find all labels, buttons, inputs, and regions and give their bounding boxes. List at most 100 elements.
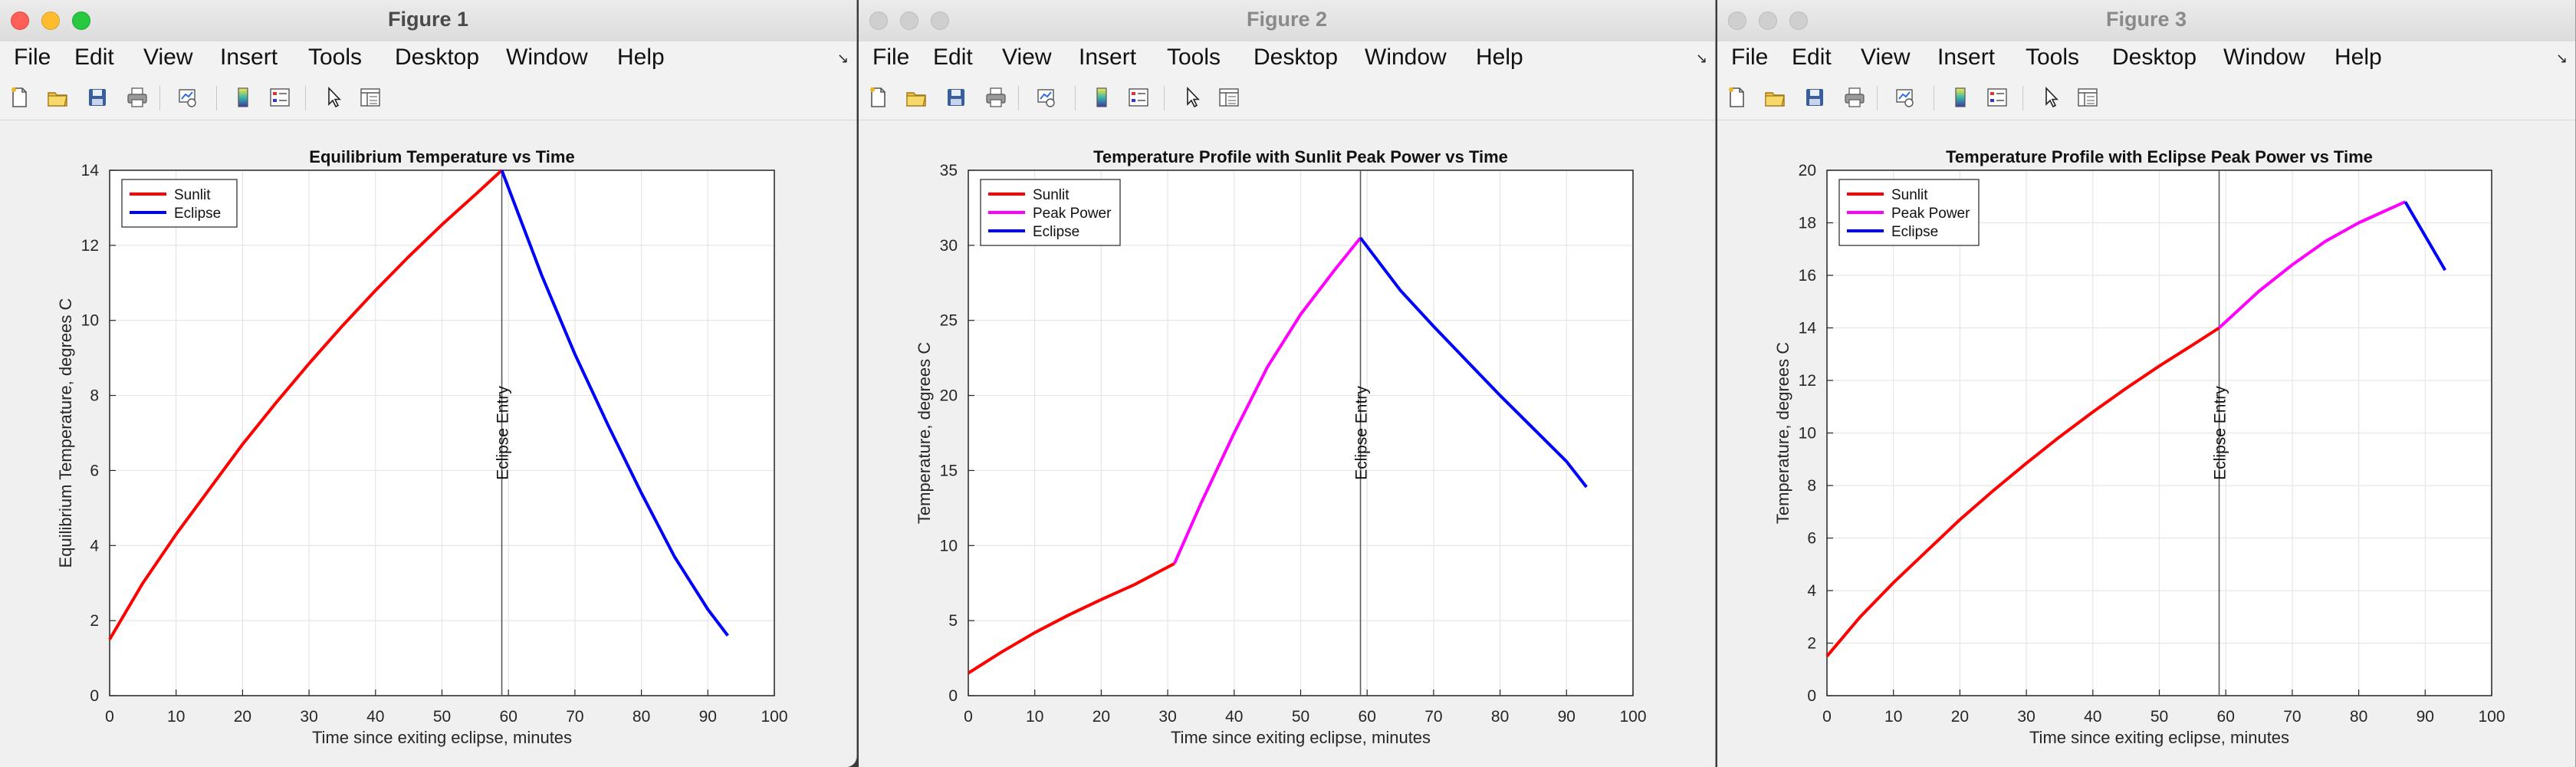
menu-help[interactable]: Help (617, 44, 665, 70)
x-tick-label: 90 (2417, 708, 2434, 726)
menu-window[interactable]: Window (1365, 44, 1447, 70)
legend-box (121, 179, 238, 228)
x-tick-label: 80 (632, 708, 650, 726)
minimize-window-icon[interactable] (1759, 12, 1777, 30)
y-tick-label: 2 (90, 612, 99, 630)
new-figure-icon[interactable] (866, 86, 889, 109)
print-icon[interactable] (984, 86, 1007, 109)
menu-window[interactable]: Window (2223, 44, 2305, 70)
menu-desktop[interactable]: Desktop (2112, 44, 2197, 70)
menu-view[interactable]: View (143, 44, 193, 70)
insert-colorbar-icon[interactable] (1090, 86, 1113, 109)
y-tick-label: 4 (1807, 582, 1816, 600)
edit-plot-cursor-icon[interactable] (322, 86, 345, 109)
maximize-window-icon[interactable] (1789, 12, 1808, 30)
minimize-window-icon[interactable] (41, 12, 60, 30)
y-tick-label: 0 (1807, 687, 1816, 705)
print-icon[interactable] (126, 86, 149, 109)
menu-insert[interactable]: Insert (1937, 44, 1996, 70)
menu-insert[interactable]: Insert (1079, 44, 1137, 70)
y-tick-label: 10 (940, 537, 958, 555)
menu-help[interactable]: Help (2334, 44, 2382, 70)
menu-desktop[interactable]: Desktop (1254, 44, 1339, 70)
window-controls (1728, 12, 1820, 34)
open-file-icon[interactable] (46, 86, 69, 109)
menu-help[interactable]: Help (1476, 44, 1523, 70)
maximize-window-icon[interactable] (72, 12, 90, 30)
x-tick-label: 80 (2350, 708, 2367, 726)
menu-file[interactable]: File (872, 44, 910, 70)
property-inspector-icon[interactable] (2076, 86, 2099, 109)
menu-edit[interactable]: Edit (933, 44, 973, 70)
menu-view[interactable]: View (1861, 44, 1911, 70)
menu-edit[interactable]: Edit (74, 44, 114, 70)
maximize-window-icon[interactable] (931, 12, 949, 30)
insert-legend-icon[interactable] (1127, 86, 1150, 109)
insert-legend-icon[interactable] (1986, 86, 2009, 109)
link-plot-icon[interactable] (176, 86, 199, 109)
menu-dock-arrow-icon[interactable]: ↘ (1695, 51, 1707, 66)
save-icon[interactable] (86, 86, 109, 109)
link-plot-icon[interactable] (1035, 86, 1058, 109)
minimize-window-icon[interactable] (900, 12, 918, 30)
y-tick-label: 5 (948, 612, 958, 630)
x-tick-label: 60 (500, 708, 518, 726)
new-figure-icon[interactable] (1725, 86, 1748, 109)
print-icon[interactable] (1843, 86, 1866, 109)
menu-file[interactable]: File (1731, 44, 1769, 70)
edit-plot-cursor-icon[interactable] (2039, 86, 2062, 109)
title-bar[interactable]: Figure 1 (0, 0, 856, 42)
link-plot-icon[interactable] (1894, 86, 1917, 109)
menu-view[interactable]: View (1002, 44, 1052, 70)
menu-desktop[interactable]: Desktop (395, 44, 480, 70)
figure-toolbar (0, 77, 856, 120)
menu-tools[interactable]: Tools (1167, 44, 1221, 70)
title-bar[interactable]: Figure 2 (859, 0, 1715, 42)
series-line (2218, 200, 2407, 329)
x-axis-label: Time since exiting eclipse, minutes (312, 728, 572, 747)
eclipse-entry-annotation: Eclipse Entry (2212, 386, 2229, 480)
x-tick-label: 100 (2478, 708, 2505, 726)
title-bar[interactable]: Figure 3 (1717, 0, 2575, 42)
menu-tools[interactable]: Tools (2026, 44, 2080, 70)
y-tick-label: 20 (940, 387, 958, 405)
close-window-icon[interactable] (869, 12, 888, 30)
eclipse-entry-annotation: Eclipse Entry (1353, 386, 1371, 480)
insert-legend-icon[interactable] (268, 86, 291, 109)
x-tick-label: 100 (761, 708, 787, 726)
toolbar-separator (1075, 86, 1076, 110)
menu-dock-arrow-icon[interactable]: ↘ (836, 51, 849, 66)
menu-dock-arrow-icon[interactable]: ↘ (2555, 51, 2568, 66)
close-window-icon[interactable] (1728, 12, 1746, 30)
property-inspector-icon[interactable] (1217, 86, 1240, 109)
menu-insert[interactable]: Insert (220, 44, 278, 70)
open-file-icon[interactable] (1763, 86, 1786, 109)
x-tick-label: 0 (964, 708, 973, 726)
x-tick-label: 40 (2084, 708, 2101, 726)
insert-colorbar-icon[interactable] (1949, 86, 1972, 109)
x-tick-label: 50 (1292, 708, 1309, 726)
y-tick-label: 30 (940, 237, 958, 255)
edit-plot-cursor-icon[interactable] (1181, 86, 1204, 109)
save-icon[interactable] (1803, 86, 1826, 109)
menu-tools[interactable]: Tools (308, 44, 363, 70)
property-inspector-icon[interactable] (359, 86, 382, 109)
axes-box (1826, 170, 2492, 696)
axes-box (968, 170, 1634, 696)
legend-entry: Sunlit (174, 187, 211, 203)
open-file-icon[interactable] (905, 86, 928, 109)
close-window-icon[interactable] (11, 12, 29, 30)
new-figure-icon[interactable] (8, 86, 31, 109)
x-tick-label: 90 (1558, 708, 1576, 726)
menu-file[interactable]: File (14, 44, 51, 70)
line-chart[interactable]: 0 10 20 30 40 50 60 70 80 90 100 0 2 4 6 8 10 12 14 16 18 20 E… (1717, 120, 2576, 767)
line-chart[interactable]: 0 10 20 30 40 50 60 70 80 90 100 0 2 4 6 8 10 12 14 Eclipse… (0, 120, 857, 767)
menu-window[interactable]: Window (506, 44, 588, 70)
legend-entry: Peak Power (1891, 206, 1970, 222)
y-tick-label: 15 (940, 462, 958, 479)
save-icon[interactable] (945, 86, 968, 109)
x-tick-label: 40 (1225, 708, 1243, 726)
line-chart[interactable]: 0 10 20 30 40 50 60 70 80 90 100 0 5 10 15 20 25 30 35 Ecli… (859, 120, 1716, 767)
insert-colorbar-icon[interactable] (232, 86, 255, 109)
menu-edit[interactable]: Edit (1792, 44, 1832, 70)
